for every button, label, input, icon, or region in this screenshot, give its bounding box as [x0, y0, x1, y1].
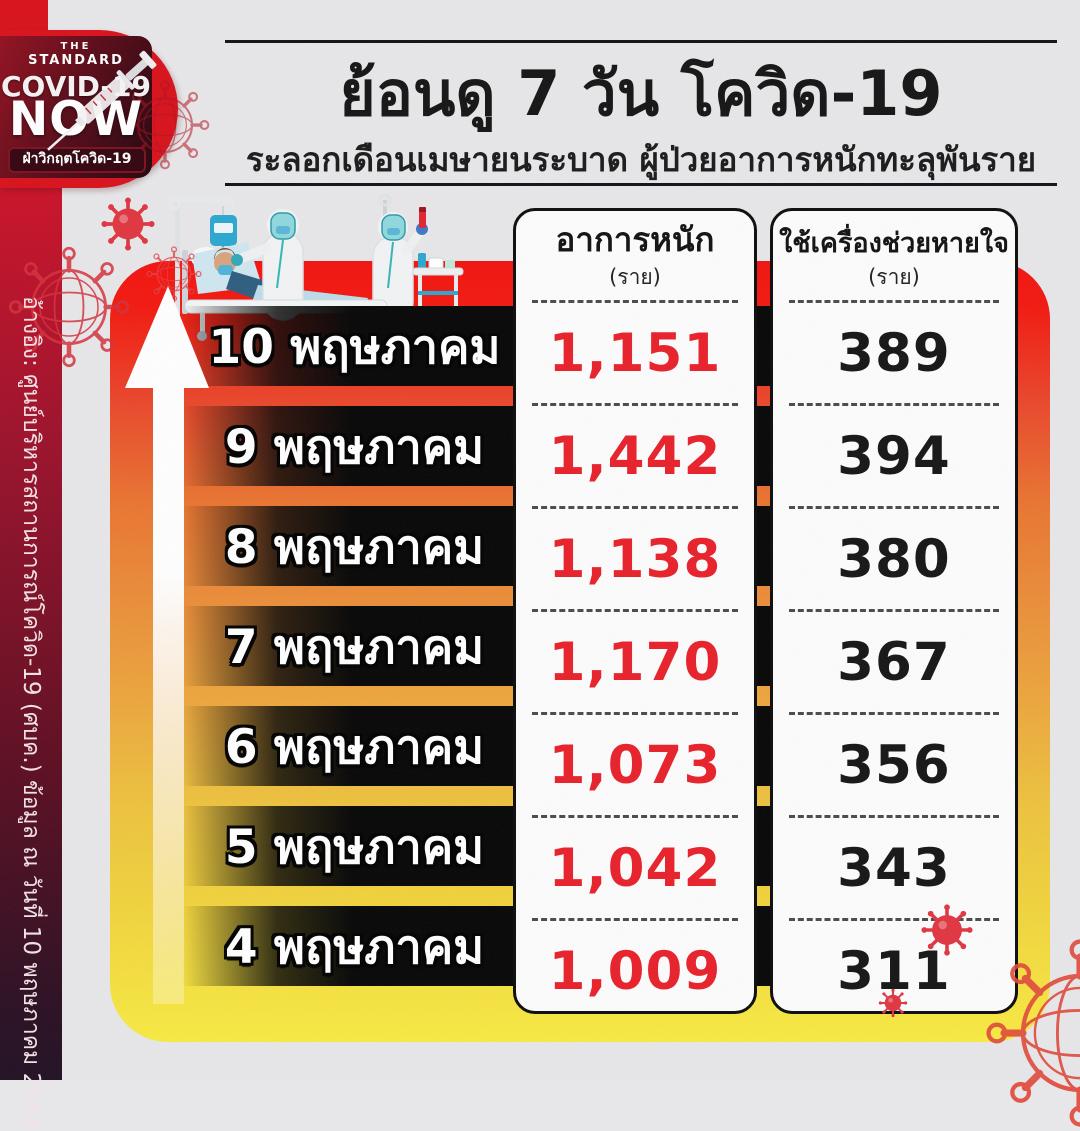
severe-value: 1,073	[532, 712, 738, 815]
severe-value: 1,170	[532, 609, 738, 712]
ventilator-value: 389	[789, 300, 999, 403]
ventilator-value: 380	[789, 506, 999, 609]
card-header: อาการหนัก (ราย)	[516, 211, 754, 300]
syringe-icon	[47, 50, 157, 151]
date-label: 5 พฤษภาคม	[224, 819, 485, 875]
test-tube	[419, 212, 426, 228]
header-rule-bottom	[225, 183, 1057, 186]
header-rule-top	[225, 40, 1057, 43]
card-header: ใช้เครื่องช่วยหายใจ (ราย)	[773, 211, 1015, 300]
severe-cases-card: อาการหนัก (ราย) 1,151 1,442 1,138 1,170 …	[513, 208, 757, 1014]
ventilator-value: 394	[789, 403, 999, 506]
virus-icon	[878, 988, 908, 1018]
date-label: 8 พฤษภาคม	[224, 519, 485, 575]
severe-value: 1,151	[532, 300, 738, 403]
ventilator-value: 367	[789, 609, 999, 712]
virus-icon	[985, 938, 1080, 1128]
covid-now-logo: THE STANDARD COVID-19 NOW ฝ่าวิกฤตโควิด-…	[0, 0, 210, 205]
severe-value: 1,138	[532, 506, 738, 609]
virus-icon	[920, 903, 974, 957]
date-label: 9 พฤษภาคม	[224, 419, 485, 475]
severe-value: 1,442	[532, 403, 738, 506]
upward-trend-arrow	[125, 286, 209, 1004]
unit-label: (ราย)	[609, 265, 661, 289]
severe-value: 1,042	[532, 815, 738, 918]
severe-value: 1,009	[532, 918, 738, 1021]
reference-text: อ้างอิง: ศูนย์บริหารสถานการณ์โควิด-19 (ศ…	[18, 296, 44, 1131]
date-label: 4 พฤษภาคม	[224, 919, 485, 975]
page-subtitle: ระลอกเดือนเมษายนระบาด ผู้ป่วยอาการหนักทะ…	[245, 140, 1037, 179]
oxygen-mask	[218, 265, 233, 275]
page-title: ย้อนดู 7 วัน โควิด-19	[339, 57, 943, 130]
severe-cases-title: อาการหนัก	[555, 220, 715, 260]
ventilator-value: 356	[789, 712, 999, 815]
ventilator-card: ใช้เครื่องช่วยหายใจ (ราย) 389 394 380 36…	[770, 208, 1018, 1014]
date-label: 7 พฤษภาคม	[224, 619, 485, 675]
unit-label: (ราย)	[868, 265, 920, 289]
ventilator-title: ใช้เครื่องช่วยหายใจ	[779, 227, 1009, 259]
date-label: 6 พฤษภาคม	[224, 719, 485, 775]
date-label: 10 พฤษภาคม	[208, 319, 501, 375]
